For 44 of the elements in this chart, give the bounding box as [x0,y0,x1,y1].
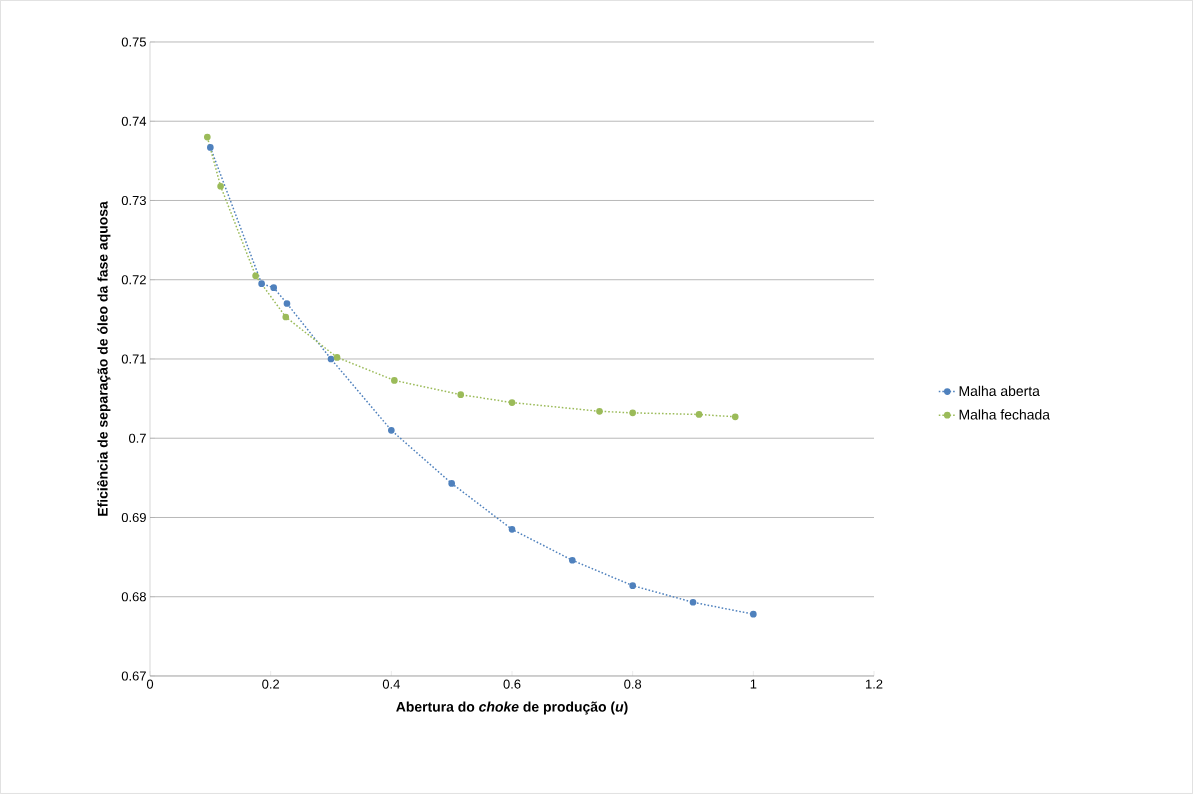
x-tick-label: 1 [750,679,757,689]
x-tick-label: 1.2 [866,679,883,689]
y-tick-label: 0.75 [121,37,146,47]
point [203,133,211,141]
point [448,480,456,487]
x-tick-label: 0.4 [382,679,400,689]
legend-label: Malha aberta [959,385,1040,397]
point [508,399,516,406]
point [695,411,703,418]
point [750,610,757,618]
y-tick-label: 0.74 [121,116,147,126]
y-tick-label: 0.72 [121,275,146,285]
y-tick-label: 0.69 [121,512,146,523]
point [391,377,398,384]
y-tick-label: 0.7 [128,433,146,443]
point [508,526,516,533]
point [596,407,603,415]
point [327,355,335,363]
x-axis-title: Abertura do choke de produção (u) [396,701,628,715]
y-tick-label: 0.71 [121,354,146,364]
point [689,598,697,606]
point [629,582,637,589]
point [258,280,265,288]
x-tick-label: 0.6 [503,679,521,689]
legend-label: Malha fechada [959,409,1050,420]
y-tick-label: 0.73 [121,195,146,206]
point [252,272,259,280]
y-tick-label: 0.67 [121,671,146,681]
point [731,413,739,421]
y-tick-label: 0.68 [121,592,146,602]
point [388,426,395,434]
y-axis-title: Eficiência de separação de óleo da fase aquosa [97,201,111,516]
point [217,182,224,190]
point [457,391,465,398]
point [333,354,341,361]
point [283,300,291,307]
point [569,556,576,564]
x-tick-label: 0.2 [262,679,280,689]
point [207,144,214,151]
x-tick-label: 0.8 [624,679,642,689]
point [282,313,290,321]
point [270,284,278,291]
point [629,409,637,417]
x-tick-label: 0 [146,679,154,689]
